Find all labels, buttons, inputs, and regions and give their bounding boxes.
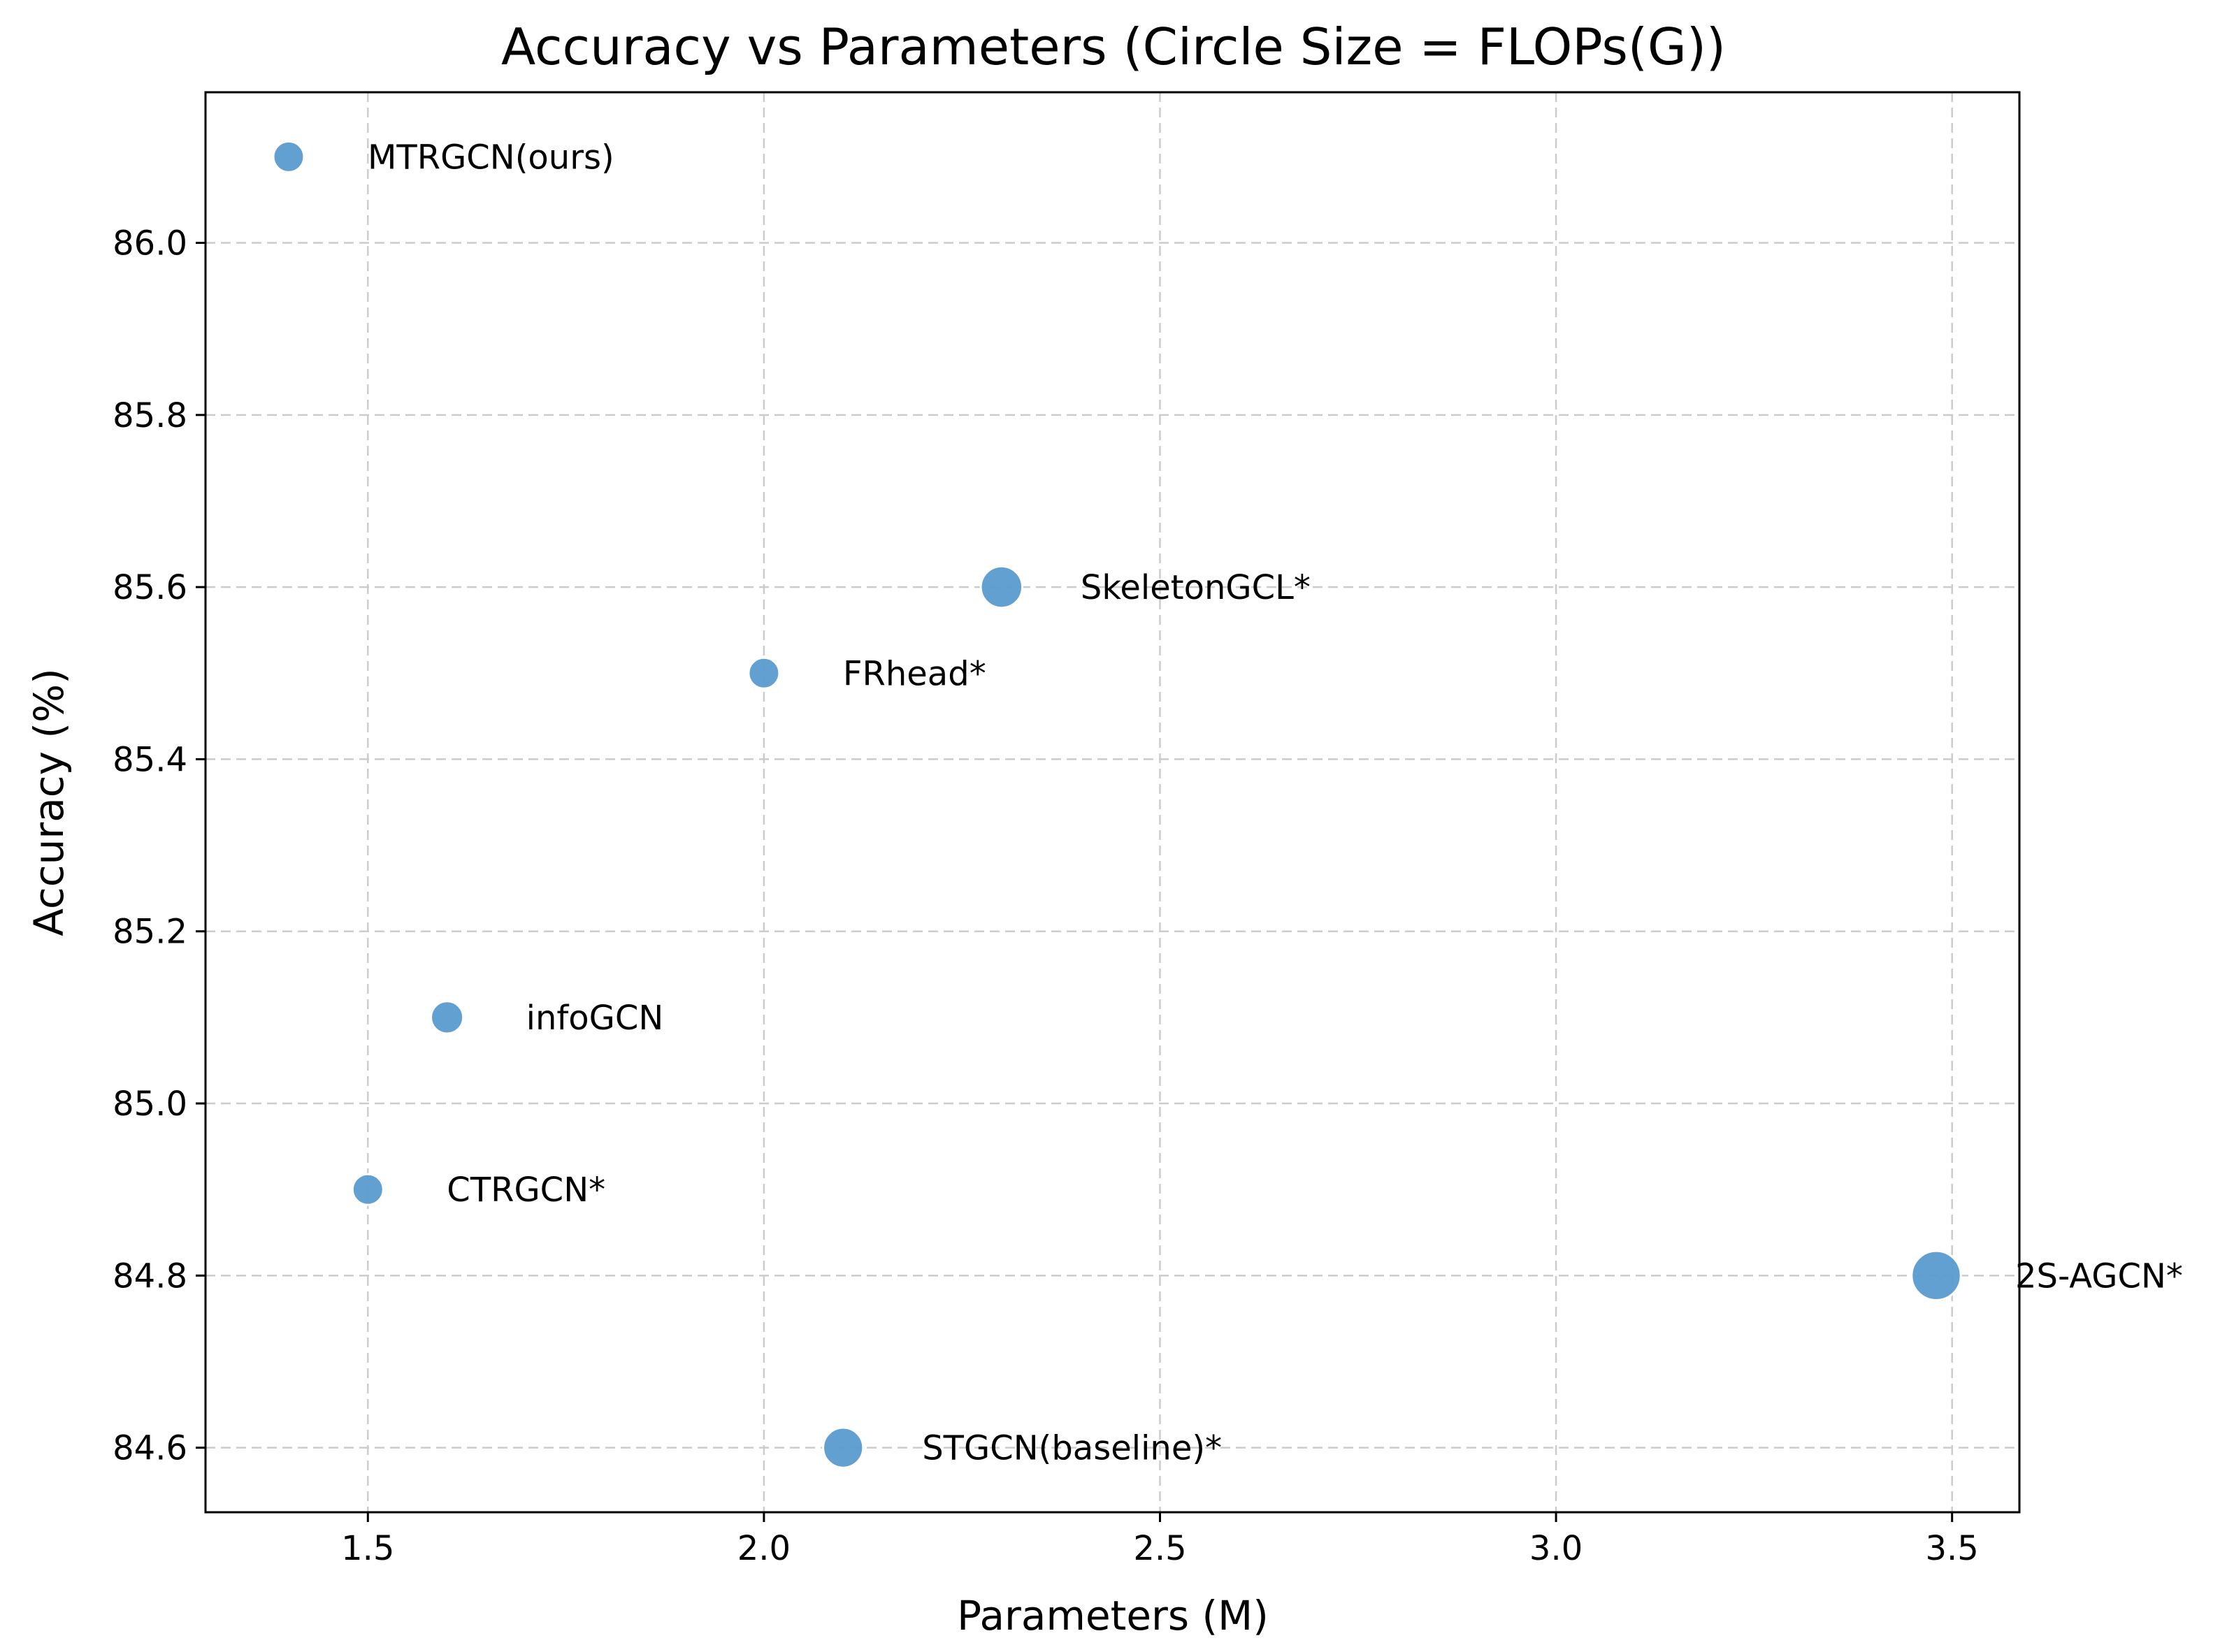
point-label: STGCN(baseline)* (922, 1429, 1222, 1468)
chart-title: Accuracy vs Parameters (Circle Size = FL… (501, 17, 1726, 76)
y-tick-label: 85.0 (113, 1085, 187, 1124)
x-tick-label: 2.5 (1133, 1529, 1186, 1568)
y-tick-label: 85.4 (113, 740, 187, 779)
plot-frame (204, 91, 2021, 1514)
x-tick-label: 3.0 (1529, 1529, 1583, 1568)
point-label: FRhead* (843, 654, 986, 693)
x-tick-label: 3.5 (1926, 1529, 1979, 1568)
data-point (1910, 1249, 1962, 1302)
data-point (272, 140, 305, 173)
axis-ticks: 1.5 2.0 2.5 3.0 3.5 84.6 84.8 85.0 85.2 85.4 85.6 8… (113, 224, 1979, 1568)
data-point (351, 1173, 384, 1206)
y-axis-label: Accuracy (%) (25, 668, 73, 936)
data-point (747, 656, 781, 690)
x-axis-label: Parameters (M) (957, 1592, 1269, 1639)
point-label: MTRGCN(ours) (368, 138, 614, 177)
y-tick-label: 86.0 (113, 224, 187, 263)
y-tick-label: 85.8 (113, 396, 187, 435)
point-label: infoGCN (526, 999, 664, 1038)
y-tick-label: 85.6 (113, 568, 187, 607)
grid-lines (206, 92, 2019, 1512)
y-tick-label: 84.8 (113, 1256, 187, 1296)
data-point (979, 565, 1024, 609)
x-tick-label: 2.0 (737, 1529, 791, 1568)
data-points: MTRGCN(ours) SkeletonGCL* FRhead* infoGCN CT… (272, 138, 2183, 1469)
point-label: SkeletonGCL* (1081, 568, 1311, 607)
data-point (822, 1426, 865, 1469)
x-tick-label: 1.5 (341, 1529, 394, 1568)
point-label: 2S-AGCN* (2015, 1256, 2183, 1296)
point-label: CTRGCN* (447, 1171, 605, 1210)
data-point (430, 1000, 465, 1035)
y-tick-label: 85.2 (113, 913, 187, 952)
y-tick-label: 84.6 (113, 1429, 187, 1468)
